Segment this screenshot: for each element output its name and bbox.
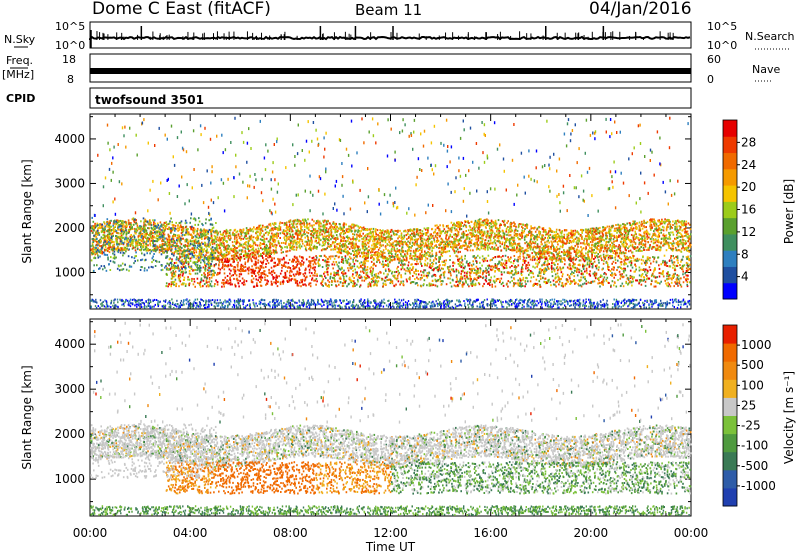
power-colorbar-tick: 24 [741, 158, 756, 172]
vel-colorbar-tick: 1000 [741, 338, 772, 352]
nsky-right-tick: 10^0 [707, 39, 737, 52]
power-colorbar-cell [723, 168, 737, 186]
vel-colorbar-cell [723, 415, 737, 435]
power-colorbar-tick: 4 [741, 270, 749, 284]
power-colorbar-cell [723, 201, 737, 219]
x-tick-label: 12:00 [373, 526, 408, 540]
nsky-right-tick: 10^5 [707, 20, 737, 33]
nave-label: Nave [752, 63, 780, 76]
nsky-label: N.Sky [4, 33, 36, 46]
power-ylabel: Slant Range [km] [20, 159, 34, 263]
cpid-frame [89, 87, 692, 109]
x-tick-label: 20:00 [574, 526, 609, 540]
power-colorbar-cell [723, 233, 737, 251]
freq-tick: 18 [62, 53, 76, 66]
vel-colorbar-frame [722, 324, 738, 507]
x-axis-label: Time UT [365, 540, 416, 554]
power-colorbar-tick: 20 [741, 180, 756, 194]
vel-colorbar-tick: 100 [741, 378, 764, 392]
power-ytick-label: 3000 [54, 176, 85, 190]
x-tick-label: 04:00 [173, 526, 208, 540]
cpid-label: CPID [6, 92, 35, 105]
freq-tick: 8 [67, 73, 74, 86]
nave-tick: 60 [707, 53, 721, 66]
x-tick-label: 08:00 [273, 526, 308, 540]
vel-colorbar-cell [723, 379, 737, 398]
vel-colorbar-cell [723, 343, 737, 362]
vel-colorbar-cell [723, 433, 737, 453]
power-colorbar-cell [723, 185, 737, 202]
nsearch-label: N.Search [745, 30, 795, 43]
date-title: 04/Jan/2016 [589, 1, 692, 18]
vel-ytick-label: 3000 [54, 382, 85, 396]
nsky-frame [89, 21, 692, 49]
power-colorbar-cell [723, 266, 737, 284]
nsky-tick: 10^0 [55, 39, 85, 52]
power-ytick-label: 4000 [54, 132, 85, 146]
vel-ytick-label: 4000 [54, 337, 85, 351]
velocity-scatter [90, 321, 692, 516]
power-colorbar-cell [723, 282, 737, 300]
vel-colorbar-cell [723, 469, 737, 489]
vel-colorbar-cell [723, 487, 737, 507]
power-ytick-label: 1000 [54, 265, 85, 279]
power-colorbar-tick: 28 [741, 135, 756, 149]
nsky-trace [89, 35, 691, 41]
nave-tick: 0 [707, 73, 714, 86]
vel-colorbar-label: Velocity [m s⁻¹] [782, 371, 796, 464]
freq-unit: [MHz] [2, 68, 34, 81]
power-colorbar-tick: 16 [741, 203, 756, 217]
x-tick-label: 00:00 [674, 526, 709, 540]
vel-colorbar-tick: -100 [741, 439, 768, 453]
station-title: Dome C East (fitACF) [92, 1, 271, 18]
power-colorbar-tick: 12 [741, 225, 756, 239]
power-colorbar-tick: 8 [741, 247, 749, 261]
plot-frames [89, 21, 740, 517]
power-colorbar-cell [723, 120, 737, 137]
x-tick-label: 16:00 [473, 526, 508, 540]
freq-label: Freq. [6, 54, 33, 67]
power-colorbar-cell [723, 217, 737, 235]
vel-colorbar-cell [723, 361, 737, 380]
vel-colorbar-cell [723, 397, 737, 416]
power-colorbar-label: Power [dB] [782, 179, 796, 244]
axis-labels: N.Sky 10^5 10^0 10^5 10^0 N.Search Freq.[MHz] 1… [2, 20, 796, 554]
vel-colorbar-tick: -500 [741, 459, 768, 473]
beam-title: Beam 11 [355, 3, 422, 18]
power-ytick-label: 2000 [54, 221, 85, 235]
vel-ytick-label: 1000 [54, 472, 85, 486]
vel-colorbar-cell [723, 451, 737, 471]
vel-colorbar-tick: 25 [741, 398, 756, 412]
power-colorbar-cell [723, 250, 737, 267]
vel-colorbar-tick: -1000 [741, 479, 776, 493]
cpid-value: twofsound 3501 [95, 93, 204, 107]
power-colorbar-cell [723, 152, 737, 170]
power-colorbar-cell [723, 136, 737, 154]
vel-colorbar-tick: 500 [741, 358, 764, 372]
power-scatter [90, 116, 692, 309]
vel-colorbar-cell [723, 325, 737, 344]
vel-colorbar-tick: -25 [741, 419, 761, 433]
freq-trace [90, 68, 691, 74]
vel-ytick-label: 2000 [54, 427, 85, 441]
vel-ylabel: Slant Range [km] [20, 365, 34, 469]
x-tick-label: 00:00 [73, 526, 108, 540]
nsky-tick: 10^5 [55, 20, 85, 33]
